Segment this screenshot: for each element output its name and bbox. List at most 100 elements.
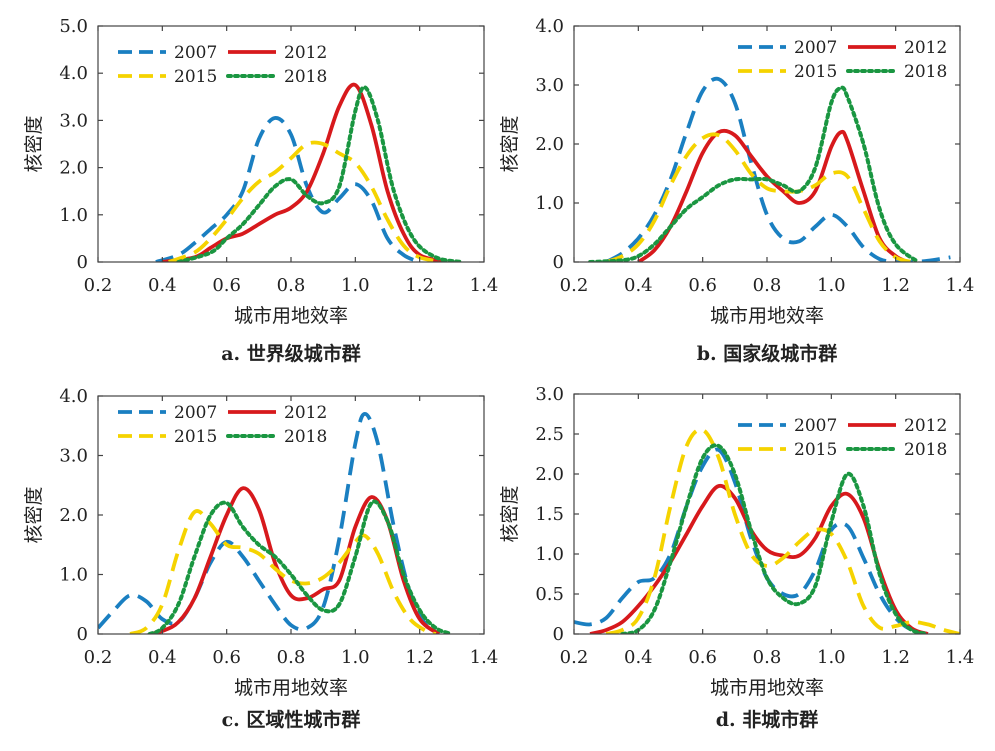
legend-label-2012: 2012 <box>904 416 947 436</box>
x-tick-label: 1.0 <box>341 275 370 296</box>
legend: 2007 2012 2015 2018 <box>738 38 947 82</box>
panel-caption: b. 国家级城市群 <box>697 342 838 365</box>
x-tick-label: 0.2 <box>560 275 589 296</box>
x-tick-label: 0.4 <box>624 275 653 296</box>
x-tick-label: 0.4 <box>148 275 177 296</box>
y-tick-label: 3.0 <box>59 110 88 131</box>
plot-frame <box>573 25 961 263</box>
legend-label-2018: 2018 <box>904 62 947 82</box>
series-line-2007 <box>98 412 441 634</box>
x-tick-label: 0.6 <box>212 647 241 668</box>
chart-panel-2: 0.2 0.4 0.6 0.8 1.0 1.2 1.4 0 1.0 2.0 3.0 4.0 城市用地效率… <box>499 16 974 365</box>
x-tick-label: 1.4 <box>946 275 975 296</box>
y-tick-label: 3.0 <box>535 75 564 96</box>
y-tick-label: 0 <box>77 624 88 645</box>
legend-label-2015: 2015 <box>174 67 217 87</box>
chart-panel-1: 0.2 0.4 0.6 0.8 1.0 1.2 1.4 0 1.0 2.0 3.0 4.0 5.0 城市用… <box>23 16 498 365</box>
x-tick-label: 1.4 <box>946 647 975 668</box>
x-tick-label: 0.2 <box>84 647 113 668</box>
panel-caption: d. 非城市群 <box>716 708 819 731</box>
y-tick-label: 1.0 <box>59 205 88 226</box>
x-tick-label: 1.4 <box>470 647 499 668</box>
y-tick-label: 1.5 <box>535 504 564 525</box>
legend-label-2012: 2012 <box>284 43 327 63</box>
legend-label-2018: 2018 <box>284 427 327 447</box>
y-tick-label: 4.0 <box>59 63 88 84</box>
y-tick-label: 1.0 <box>535 544 564 565</box>
x-tick-label: 1.2 <box>405 275 434 296</box>
y-axis-title: 核密度 <box>499 115 521 172</box>
x-tick-label: 0.6 <box>212 275 241 296</box>
y-tick-label: 1.0 <box>59 565 88 586</box>
series-line-2018 <box>620 443 930 634</box>
x-axis-title: 城市用地效率 <box>710 305 824 327</box>
y-tick-label: 2.0 <box>535 464 564 485</box>
y-axis-title: 核密度 <box>23 486 45 543</box>
y-tick-label: 1.0 <box>535 193 564 214</box>
x-tick-label: 0.4 <box>148 647 177 668</box>
x-tick-label: 0.2 <box>84 275 113 296</box>
series-line-2015 <box>605 427 960 634</box>
legend-label-2015: 2015 <box>794 440 837 460</box>
x-tick-label: 0.6 <box>688 275 717 296</box>
legend-label-2007: 2007 <box>794 416 837 436</box>
x-tick-label: 1.2 <box>881 647 910 668</box>
x-tick-label: 0.8 <box>277 275 306 296</box>
series-line-2007 <box>605 76 951 262</box>
y-tick-label: 4.0 <box>59 386 88 407</box>
legend: 2007 2012 2015 2018 <box>118 403 327 447</box>
legend: 2007 2012 2015 2018 <box>118 43 327 87</box>
legend-label-2012: 2012 <box>904 38 947 58</box>
y-axis-title: 核密度 <box>23 115 45 172</box>
legend-label-2007: 2007 <box>174 403 217 423</box>
y-tick-label: 2.0 <box>59 505 88 526</box>
y-tick-label: 5.0 <box>59 16 88 37</box>
x-tick-label: 1.2 <box>405 647 434 668</box>
x-axis-title: 城市用地效率 <box>710 677 824 699</box>
y-tick-label: 2.0 <box>535 134 564 155</box>
y-tick-label: 0 <box>77 252 88 273</box>
legend-label-2015: 2015 <box>174 427 217 447</box>
y-tick-label: 0 <box>553 624 564 645</box>
legend: 2007 2012 2015 2018 <box>738 416 947 460</box>
x-tick-label: 1.4 <box>470 275 499 296</box>
series-line-2007 <box>574 447 929 634</box>
y-tick-label: 2.5 <box>535 424 564 445</box>
series-line-2015 <box>605 132 913 262</box>
series-line-2015 <box>129 509 437 634</box>
x-tick-label: 0.2 <box>560 647 589 668</box>
plot-frame <box>573 393 961 635</box>
legend-label-2007: 2007 <box>794 38 837 58</box>
x-axis-title: 城市用地效率 <box>234 677 348 699</box>
series-line-2007 <box>155 116 421 262</box>
series-line-2018 <box>588 85 921 262</box>
series-line-2018 <box>147 499 454 634</box>
y-tick-label: 4.0 <box>535 16 564 37</box>
series-line-2012 <box>637 128 910 262</box>
chart-panel-3: 0.2 0.4 0.6 0.8 1.0 1.2 1.4 0 1.0 2.0 3.0 4.0 城市用地效率… <box>23 386 498 731</box>
y-tick-label: 3.0 <box>535 384 564 405</box>
x-axis-title: 城市用地效率 <box>234 305 348 327</box>
series-line-2015 <box>168 140 443 262</box>
y-tick-label: 0.5 <box>535 584 564 605</box>
x-tick-label: 1.0 <box>817 647 846 668</box>
panel-caption: c. 区域性城市群 <box>222 708 361 731</box>
x-tick-label: 0.8 <box>753 647 782 668</box>
x-tick-label: 1.0 <box>341 647 370 668</box>
x-tick-label: 1.0 <box>817 275 846 296</box>
legend-label-2015: 2015 <box>794 62 837 82</box>
y-tick-label: 0 <box>553 252 564 273</box>
x-tick-label: 0.8 <box>277 647 306 668</box>
legend-label-2018: 2018 <box>904 440 947 460</box>
panel-caption: a. 世界级城市群 <box>221 342 361 365</box>
x-tick-label: 0.4 <box>624 647 653 668</box>
legend-label-2012: 2012 <box>284 403 327 423</box>
legend-label-2018: 2018 <box>284 67 327 87</box>
series-line-2018 <box>176 85 464 262</box>
legend-label-2007: 2007 <box>174 43 217 63</box>
y-tick-label: 2.0 <box>59 158 88 179</box>
chart-panel-4: 0.2 0.4 0.6 0.8 1.0 1.2 1.4 0 0.5 1.0 1.5 2.0 2.5 3.0… <box>499 384 974 731</box>
y-tick-label: 3.0 <box>59 446 88 467</box>
